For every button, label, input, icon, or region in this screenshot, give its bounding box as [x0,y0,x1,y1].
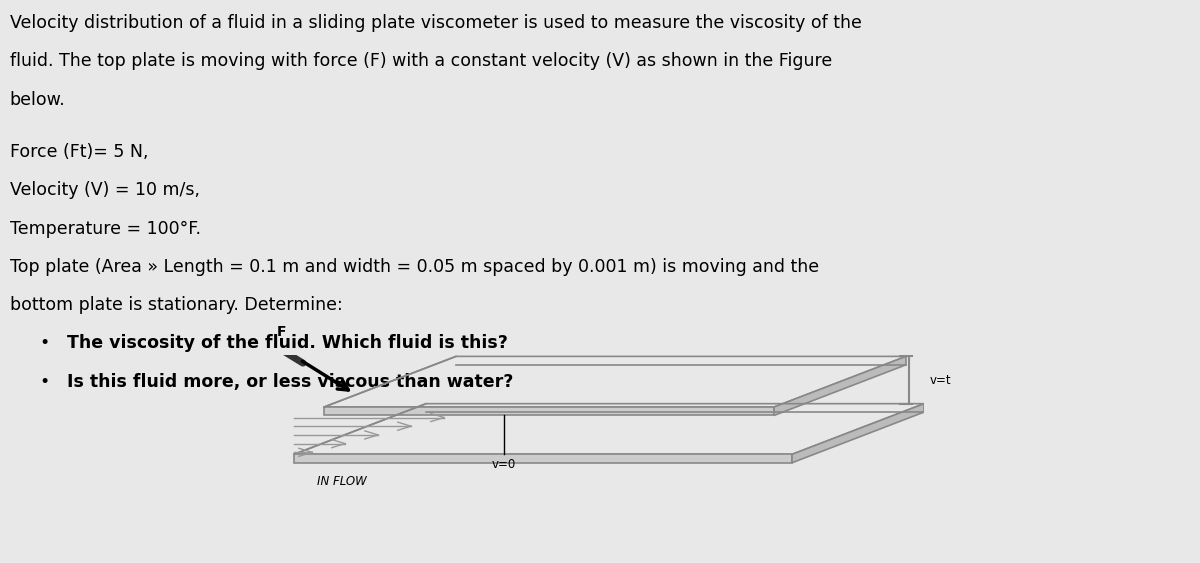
Text: •: • [40,373,50,391]
Text: Temperature = 100°F.: Temperature = 100°F. [10,220,200,238]
Polygon shape [792,404,924,463]
Text: F: F [277,325,287,339]
Text: Force (Ft)= 5 N,: Force (Ft)= 5 N, [10,143,148,161]
Text: v=0: v=0 [492,458,516,471]
Text: Top plate (Area » Length = 0.1 m and width = 0.05 m spaced by 0.001 m) is moving: Top plate (Area » Length = 0.1 m and wid… [10,258,818,276]
Text: Is this fluid more, or less viscous than water?: Is this fluid more, or less viscous than… [67,373,514,391]
Text: Velocity distribution of a fluid in a sliding plate viscometer is used to measur: Velocity distribution of a fluid in a sl… [10,14,862,32]
Text: The viscosity of the fluid. Which fluid is this?: The viscosity of the fluid. Which fluid … [67,334,508,352]
Text: below.: below. [10,91,65,109]
Text: •: • [40,334,50,352]
Polygon shape [294,454,792,463]
Text: v=t: v=t [930,373,952,387]
Text: fluid. The top plate is moving with force (F) with a constant velocity (V) as sh: fluid. The top plate is moving with forc… [10,52,832,70]
Polygon shape [774,356,906,415]
Text: bottom plate is stationary. Determine:: bottom plate is stationary. Determine: [10,296,342,314]
Text: Velocity (V) = 10 m/s,: Velocity (V) = 10 m/s, [10,181,199,199]
Polygon shape [324,407,774,415]
Text: IN FLOW: IN FLOW [317,475,367,488]
